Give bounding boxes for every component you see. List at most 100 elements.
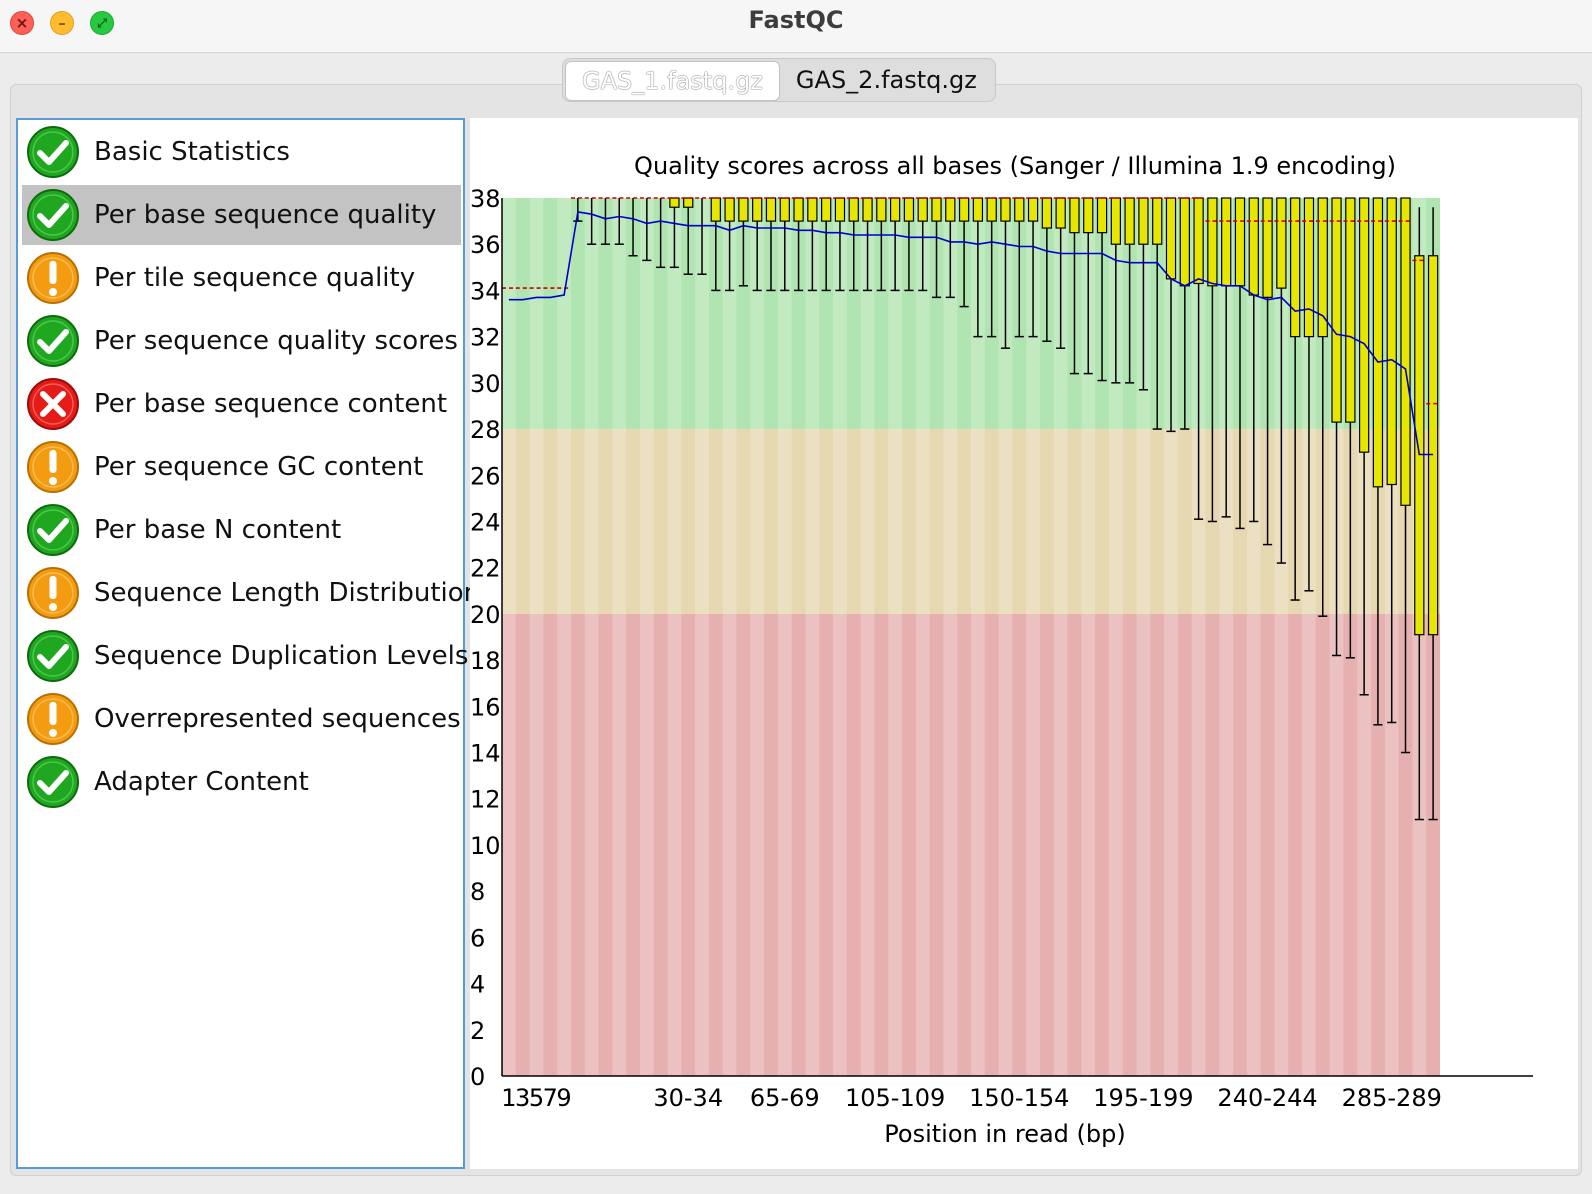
module-label: Basic Statistics (94, 137, 290, 167)
tab-gas-1[interactable]: GAS_1.fastq.gz (565, 61, 780, 101)
box (917, 197, 928, 222)
y-tick-label: 22 (470, 555, 501, 583)
box (1276, 197, 1287, 289)
box (876, 197, 887, 222)
axes: 0246810121416182022242628303234363813579… (470, 185, 1533, 1112)
x-tick-label: 285-289 (1342, 1084, 1442, 1112)
box (1345, 197, 1356, 423)
module-adapter-content[interactable]: Adapter Content (22, 752, 461, 812)
check-icon (27, 189, 79, 241)
module-label: Per base N content (94, 515, 342, 545)
module-per-base-sequence-content[interactable]: Per base sequence content (22, 374, 461, 434)
column-stripes (502, 198, 1427, 1076)
box (1193, 197, 1204, 285)
column-stripe (1053, 198, 1068, 1076)
module-label: Per base sequence content (94, 389, 448, 419)
module-sequence-duplication-levels[interactable]: Sequence Duplication Levels (22, 626, 468, 686)
column-stripe (639, 198, 654, 1076)
y-tick-label: 28 (470, 416, 501, 444)
y-tick-label: 34 (470, 277, 501, 305)
box (834, 197, 846, 222)
check-icon (27, 315, 79, 367)
box (752, 197, 763, 222)
fullscreen-icon: ⤢ (97, 16, 107, 30)
column-stripe (1108, 198, 1123, 1076)
box (1400, 197, 1411, 506)
box (986, 197, 997, 222)
column-stripe (833, 198, 847, 1076)
box (821, 197, 832, 222)
column-stripe (1302, 198, 1316, 1076)
minimize-window-button[interactable]: – (50, 11, 74, 35)
box (1248, 197, 1259, 296)
module-per-base-n-content[interactable]: Per base N content (22, 500, 461, 560)
box (903, 197, 915, 222)
box (889, 197, 901, 222)
module-overrepresented-sequences[interactable]: Overrepresented sequences (22, 689, 461, 749)
bad-zone (502, 613, 1440, 1076)
box (1290, 197, 1301, 338)
tab-gas-2[interactable]: GAS_2.fastq.gz (795, 66, 977, 94)
box (1414, 255, 1425, 636)
x-tick-label: 5 (529, 1084, 544, 1112)
box (1317, 197, 1328, 338)
x-tick-label: 9 (556, 1084, 571, 1112)
y-tick-label: 18 (470, 647, 501, 675)
box (1262, 197, 1273, 298)
y-tick-label: 10 (470, 832, 501, 860)
box (972, 197, 984, 222)
column-stripe (915, 198, 930, 1076)
quality-zones (502, 198, 1440, 1076)
column-stripe (1274, 198, 1289, 1076)
column-stripe (667, 198, 682, 1076)
column-stripe (750, 198, 765, 1076)
box (1055, 197, 1066, 229)
maximize-window-button[interactable]: ⤢ (90, 11, 114, 35)
box (1386, 197, 1397, 486)
y-tick-label: 16 (470, 693, 501, 721)
warning-icon (27, 441, 79, 493)
warning-icon (27, 567, 79, 619)
window-title: FastQC (748, 6, 844, 34)
column-stripe (557, 198, 571, 1076)
box (765, 197, 777, 222)
y-tick-label: 6 (470, 924, 485, 952)
module-label: Overrepresented sequences (94, 704, 461, 734)
box (1041, 197, 1053, 229)
box (683, 197, 694, 208)
column-stripe (888, 198, 903, 1076)
ok-zone (502, 429, 1440, 614)
y-tick-label: 32 (470, 324, 501, 352)
y-tick-label: 26 (470, 462, 501, 490)
module-per-sequence-quality-scores[interactable]: Per sequence quality scores (22, 311, 461, 371)
y-tick-label: 38 (470, 185, 501, 213)
module-basic-statistics[interactable]: Basic Statistics (22, 122, 461, 182)
y-tick-label: 8 (470, 878, 485, 906)
module-per-base-sequence-quality[interactable]: Per base sequence quality (22, 185, 461, 245)
close-window-button[interactable]: × (10, 11, 34, 35)
box (1179, 197, 1190, 287)
warning-icon (27, 693, 79, 745)
column-stripe (1026, 198, 1040, 1076)
column-stripe (943, 198, 958, 1076)
box (1165, 197, 1177, 280)
column-stripe (695, 198, 709, 1076)
box (1207, 197, 1218, 287)
box-plots (502, 197, 1440, 821)
check-icon (27, 126, 79, 178)
box (1000, 197, 1011, 222)
box (807, 197, 818, 222)
y-tick-label: 20 (470, 601, 501, 629)
module-per-sequence-gc-content[interactable]: Per sequence GC content (22, 437, 461, 497)
x-tick-label: 1 (501, 1084, 516, 1112)
module-per-tile-sequence-quality[interactable]: Per tile sequence quality (22, 248, 461, 308)
box (1234, 197, 1246, 287)
x-tick-label: 30-34 (653, 1084, 723, 1112)
box (1358, 197, 1370, 453)
column-stripe (502, 198, 516, 1076)
x-tick-label: 7 (543, 1084, 558, 1112)
box (1069, 197, 1080, 234)
column-stripe (612, 198, 627, 1076)
box (1096, 197, 1108, 234)
module-sequence-length-distribution[interactable]: Sequence Length Distribution (22, 563, 480, 623)
